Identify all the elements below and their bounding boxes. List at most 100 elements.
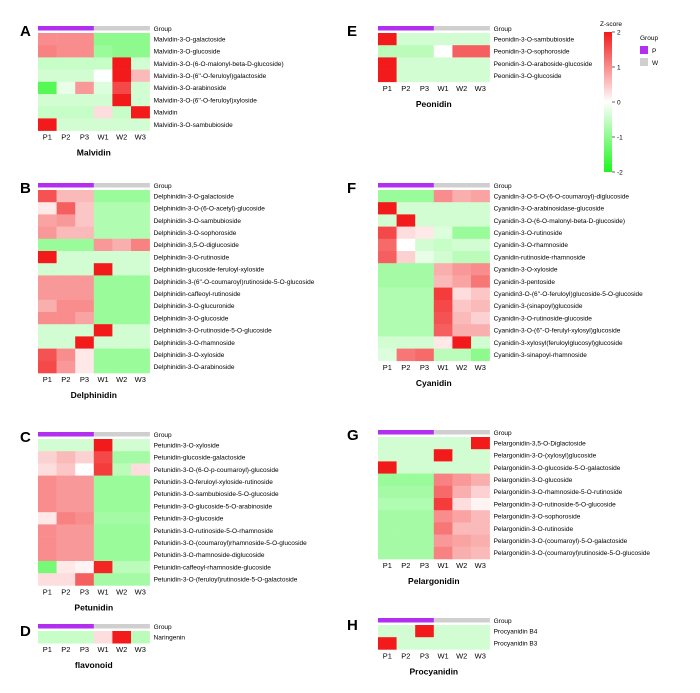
heatmap-cell	[396, 324, 416, 337]
heatmap-cell	[93, 251, 113, 264]
heatmap-cell	[396, 522, 416, 535]
column-label: P2	[401, 363, 410, 372]
heatmap-cell	[471, 45, 490, 58]
heatmap-cell	[93, 561, 113, 574]
group-bar-cell	[131, 26, 150, 31]
row-label: Delphinidin-3-O-arabinoside	[154, 364, 235, 371]
group-bar-cell	[471, 430, 490, 435]
heatmap-cell	[378, 510, 397, 523]
heatmap-cell	[38, 251, 57, 264]
group-legend-label: P	[652, 48, 656, 55]
panel-letter: C	[20, 429, 31, 446]
heatmap-cell	[56, 348, 76, 362]
heatmap-cell	[378, 69, 397, 83]
heatmap-cell	[56, 118, 76, 131]
heatmap-cell	[471, 238, 490, 252]
panel-title: Cyanidin	[416, 378, 452, 388]
group-bar-cell	[471, 618, 490, 623]
colorbar-tick-label: -1	[617, 134, 623, 141]
group-bar-cell	[396, 430, 416, 435]
row-label: Petunidin-caffeoyl-rhamnoside-glucoside	[154, 564, 272, 571]
panel-letter: F	[347, 180, 356, 197]
heatmap-cell	[112, 360, 132, 374]
legend: Z-score 2 1 0 -1 -2 Group PW	[600, 21, 659, 176]
heatmap-cell	[38, 336, 57, 349]
heatmap-cell	[112, 487, 132, 501]
heatmap-cell	[38, 512, 57, 525]
row-label: Delphinidin-3-(6''-O-coumaroyl)rutinosid…	[154, 279, 315, 286]
heatmap-cell	[452, 510, 472, 523]
column-label: W2	[456, 84, 467, 93]
group-bar-cell	[38, 183, 57, 188]
heatmap-cell	[75, 299, 95, 313]
heatmap-cell	[396, 473, 416, 487]
heatmap-cell	[131, 475, 150, 489]
heatmap-cell	[415, 226, 435, 240]
heatmap-cell	[452, 287, 472, 301]
heatmap-cell	[471, 275, 490, 288]
row-label: Delphinidin-3-O-rutinoside	[154, 254, 230, 261]
heatmap-cell	[131, 81, 150, 95]
colorbar-tick-label: 2	[617, 29, 621, 36]
heatmap-cell	[131, 512, 150, 525]
heatmap-cell	[38, 536, 57, 550]
heatmap-cell	[93, 118, 113, 131]
column-label: W3	[135, 645, 146, 654]
group-label: Group	[154, 624, 172, 631]
row-label: Cyanidin-3-pentoside	[494, 279, 556, 286]
heatmap-cell	[38, 524, 57, 537]
heatmap-cell	[75, 94, 95, 107]
heatmap-cell	[93, 475, 113, 489]
heatmap-cell	[38, 360, 57, 374]
heatmap-cell	[93, 524, 113, 537]
heatmap-cell	[471, 312, 490, 325]
heatmap-cell	[131, 336, 150, 349]
column-label: P3	[420, 363, 429, 372]
heatmap-cell	[56, 299, 76, 313]
heatmap-cell	[415, 485, 435, 499]
row-label: Cyanidin-3-(sinapoyl)glucoside	[494, 303, 583, 310]
row-label: Pelargonidin-3-O-rutinoside	[494, 526, 574, 533]
heatmap-cell	[471, 324, 490, 337]
heatmap-cell	[452, 251, 472, 264]
heatmap-cell	[452, 498, 472, 511]
heatmap-cell	[396, 546, 416, 560]
heatmap-cell	[112, 202, 132, 215]
heatmap-cell	[38, 348, 57, 362]
heatmap-panel-a: A Group Malvidin-3-O-galactoside Malvidin-3…	[20, 23, 284, 158]
heatmap-cell	[415, 190, 435, 203]
heatmap-cell	[131, 33, 150, 46]
column-label: W1	[437, 651, 448, 660]
heatmap-cell	[415, 625, 435, 638]
heatmap-cell	[378, 473, 397, 487]
heatmap-cell	[471, 461, 490, 474]
heatmap-cell	[452, 69, 472, 83]
column-label: W3	[475, 84, 486, 93]
heatmap-cell	[112, 33, 132, 46]
heatmap-cell	[471, 534, 490, 548]
heatmap-cell	[396, 348, 416, 362]
row-label: Peonidin-3-O-araboside-glucoside	[494, 61, 593, 68]
heatmap-cell	[433, 312, 453, 325]
heatmap-cell	[471, 522, 490, 535]
heatmap-cell	[471, 190, 490, 203]
heatmap-cell	[415, 534, 435, 548]
heatmap-cell	[75, 348, 95, 362]
row-label: Petunidin-3-O-feruloyl-xyloside-rutinosi…	[154, 479, 274, 486]
group-bar-cell	[112, 432, 132, 437]
row-label: Delphinidin-3-O-sophoroside	[154, 230, 237, 237]
heatmap-cell	[433, 251, 453, 264]
group-bar-cell	[131, 624, 150, 629]
heatmap-cell	[38, 463, 57, 476]
heatmap-cell	[38, 548, 57, 562]
group-bar-cell	[415, 26, 435, 31]
heatmap-cell	[38, 202, 57, 215]
group-label: Group	[154, 26, 172, 33]
heatmap-cell	[452, 534, 472, 548]
heatmap-cell	[93, 69, 113, 83]
heatmap-cell	[471, 485, 490, 499]
panel-letter: B	[20, 180, 31, 197]
heatmap-cell	[415, 312, 435, 325]
group-bar-cell	[378, 183, 397, 188]
heatmap-cell	[38, 299, 57, 313]
